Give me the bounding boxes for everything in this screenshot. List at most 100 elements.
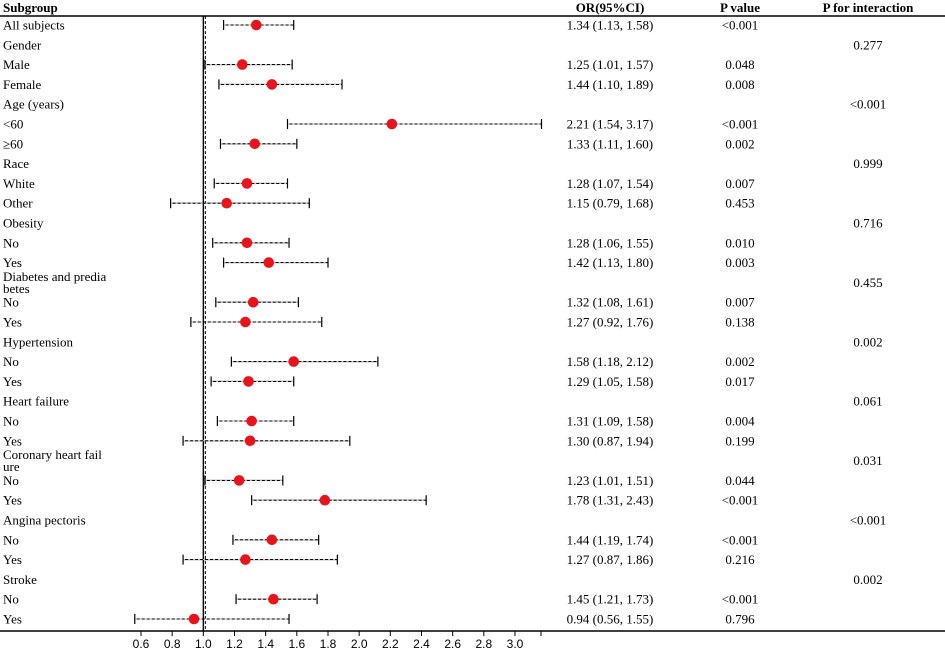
- x-tick-label: 2.2: [382, 637, 399, 651]
- ci-text: 1.44 (1.19, 1.74): [567, 532, 654, 547]
- p-interaction: 0.716: [853, 216, 883, 231]
- row-label: Yes: [3, 255, 22, 270]
- row-label: Yes: [3, 493, 22, 508]
- row-label: Heart failure: [3, 394, 69, 409]
- x-tick-label: 1.6: [288, 637, 305, 651]
- p-value: 0.004: [725, 414, 755, 429]
- ci-text: 1.28 (1.06, 1.55): [567, 235, 654, 250]
- or-point: [319, 494, 331, 506]
- p-value: 0.010: [725, 235, 754, 250]
- row-label: Yes: [3, 315, 22, 330]
- ci-text: 1.30 (0.87, 1.94): [567, 433, 654, 448]
- or-point: [233, 475, 245, 486]
- ci-text: 1.15 (0.79, 1.68): [567, 196, 654, 211]
- ci-text: 1.42 (1.13, 1.80): [567, 255, 654, 270]
- p-interaction: 0.455: [853, 275, 882, 290]
- ci-text: 1.32 (1.08, 1.61): [567, 295, 654, 310]
- p-value: 0.044: [725, 473, 755, 488]
- p-interaction: 0.002: [853, 572, 882, 587]
- or-point: [243, 376, 254, 387]
- x-tick-label: 1.4: [257, 637, 274, 651]
- p-value: 0.007: [725, 176, 755, 191]
- p-value: 0.216: [725, 552, 755, 567]
- p-interaction: 0.277: [853, 37, 883, 52]
- p-value: <0.001: [722, 18, 759, 33]
- or-point: [241, 237, 253, 249]
- p-value: 0.199: [725, 433, 754, 448]
- row-label: Gender: [3, 37, 42, 52]
- p-value: 0.002: [725, 354, 754, 369]
- header-p-interaction: P for interaction: [823, 0, 915, 15]
- row-label: No: [3, 473, 19, 488]
- row-label-continued: betes: [3, 281, 30, 296]
- ci-text: 1.27 (0.92, 1.76): [567, 315, 654, 330]
- row-label: No: [3, 235, 19, 250]
- ci-text: 1.33 (1.11, 1.60): [567, 136, 653, 151]
- p-interaction: 0.031: [853, 453, 882, 468]
- ci-text: 1.45 (1.21, 1.73): [567, 592, 654, 607]
- or-point: [244, 435, 256, 447]
- or-point: [386, 118, 398, 130]
- x-tick-label: 1.2: [226, 637, 243, 651]
- x-tick-label: 1.8: [320, 637, 337, 651]
- ci-text: 1.31 (1.09, 1.58): [567, 414, 654, 429]
- row-label-continued: ure: [3, 459, 20, 474]
- header-p-value: P value: [720, 0, 760, 15]
- header-or: OR(95%CI): [576, 0, 645, 15]
- ci-text: 1.27 (0.87, 1.86): [567, 552, 654, 567]
- row-label: Stroke: [3, 572, 37, 587]
- row-label: Male: [3, 57, 30, 72]
- or-point: [240, 554, 251, 565]
- row-label: Age (years): [3, 97, 64, 112]
- or-point: [263, 257, 275, 268]
- p-value: 0.017: [725, 374, 755, 389]
- row-label: Obesity: [3, 216, 44, 231]
- or-point: [268, 593, 279, 605]
- p-value: 0.453: [725, 196, 754, 211]
- p-interaction: 0.061: [853, 394, 882, 409]
- x-tick-label: 2.6: [444, 637, 461, 651]
- ci-text: 1.28 (1.07, 1.54): [567, 176, 654, 191]
- row-label: Yes: [3, 374, 22, 389]
- ci-text: 1.58 (1.18, 2.12): [567, 354, 654, 369]
- row-label: Yes: [3, 552, 22, 567]
- ci-text: 0.94 (0.56, 1.55): [567, 612, 654, 627]
- ci-text: 1.78 (1.31, 2.43): [567, 493, 654, 508]
- x-tick-label: 2.0: [351, 637, 368, 651]
- row-label: No: [3, 354, 19, 369]
- row-label: Coronary heart fail: [3, 447, 102, 462]
- or-point: [249, 138, 261, 150]
- p-value: 0.796: [725, 612, 755, 627]
- row-label: No: [3, 295, 19, 310]
- p-interaction: 0.999: [853, 156, 882, 171]
- or-point: [288, 356, 300, 367]
- ci-text: 1.34 (1.13, 1.58): [567, 18, 654, 33]
- x-tick-label: 3.0: [507, 637, 524, 651]
- row-label: Angina pectoris: [3, 513, 86, 528]
- header-subgroup: Subgroup: [3, 0, 58, 15]
- or-point: [188, 613, 200, 625]
- p-interaction: <0.001: [850, 513, 887, 528]
- p-value: 0.008: [725, 77, 754, 92]
- p-interaction: 0.002: [853, 334, 882, 349]
- row-label: <60: [3, 117, 23, 132]
- p-value: 0.138: [725, 315, 754, 330]
- row-label: Hypertension: [3, 334, 74, 349]
- row-label: No: [3, 414, 19, 429]
- or-point: [221, 197, 233, 209]
- row-label: Other: [3, 196, 33, 211]
- ci-text: 2.21 (1.54, 3.17): [567, 117, 654, 132]
- p-value: 0.002: [725, 136, 754, 151]
- row-label: Race: [3, 156, 29, 171]
- or-point: [236, 59, 248, 70]
- row-label: Yes: [3, 433, 22, 448]
- row-label: Diabetes and predia: [3, 269, 106, 284]
- p-interaction: <0.001: [850, 97, 887, 112]
- or-point: [251, 19, 262, 31]
- plot-layer: 0.6 0.8 1.0 1.2 1.4 1.6 1.8 2.0 2.2 2.4 2.6 2.8 3.0 A…: [3, 16, 886, 651]
- or-point: [266, 79, 278, 90]
- ci-text: 1.29 (1.05, 1.58): [567, 374, 654, 389]
- ci-text: 1.23 (1.01, 1.51): [567, 473, 654, 488]
- p-value: 0.003: [725, 255, 754, 270]
